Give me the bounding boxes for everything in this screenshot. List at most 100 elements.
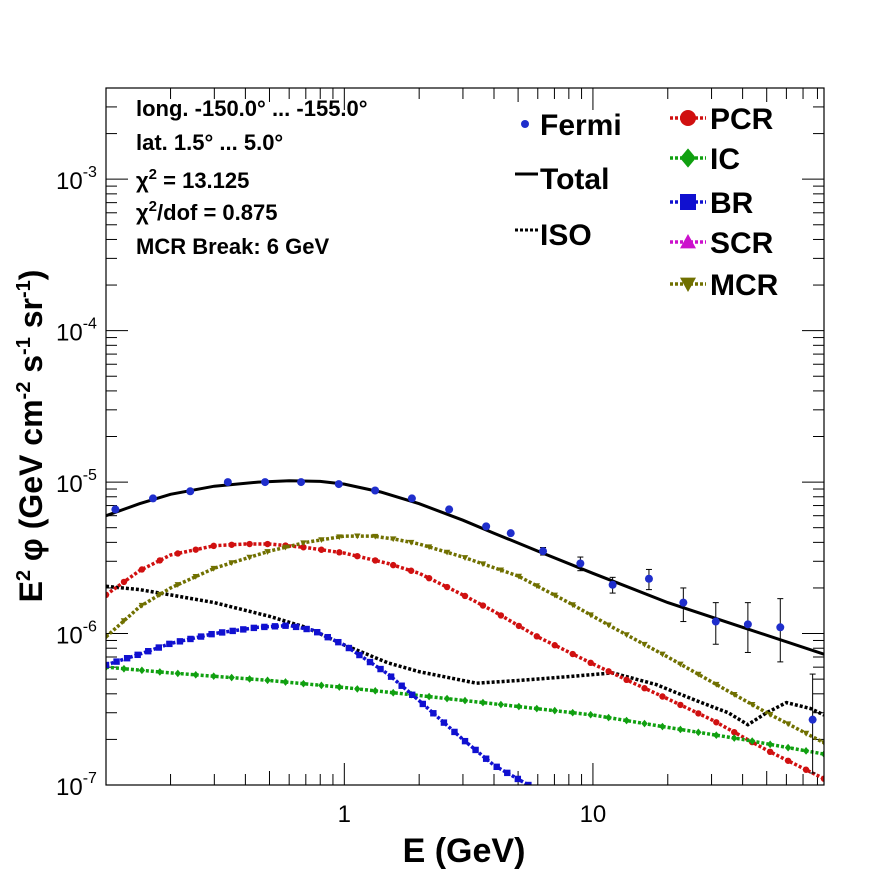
series-marker-ic [354,685,361,693]
series-marker-pcr [138,566,146,573]
series-marker-pcr [605,668,612,675]
series-marker-br [187,635,194,643]
series-marker-ic [210,672,217,681]
legend-label: MCR [710,269,779,302]
series-marker-mcr [336,534,343,541]
series-marker-mcr [407,539,415,546]
series-marker-pcr [443,583,451,591]
series-marker-ic [515,702,523,711]
series-marker-ic [461,696,469,705]
series-pcr [106,540,824,782]
series-marker-pcr [228,541,235,548]
series-marker-br [218,629,226,636]
series-marker-pcr [106,591,110,599]
series-marker-ic [551,706,558,715]
series-marker-ic [533,704,540,713]
series-marker-pcr [407,567,415,574]
plot-frame [105,87,825,786]
series-marker-ic [443,694,451,703]
series-marker-br [377,665,384,673]
info-line: long. -150.0° ... -155.0° [136,96,368,121]
y-tick-label: 10-6 [56,619,97,650]
series-marker-mcr [156,591,164,598]
series-marker-pcr [461,592,469,600]
series-marker-ic [623,716,630,725]
series-line-total [106,479,824,656]
fermi-point [743,620,752,629]
series-mcr [106,533,824,746]
series-marker-pcr [354,552,361,560]
series-marker-pcr [623,676,630,684]
info-text-block: long. -150.0° ... -155.0° lat. 1.5° ... 5… [136,96,368,259]
series-marker-mcr [192,574,199,580]
series-marker-br [387,673,395,680]
series-total [106,479,824,656]
series-marker-br [271,623,279,630]
fermi-point [371,486,380,495]
series-marker-mcr [713,681,720,688]
series-marker-br [303,625,310,633]
series-marker-br [261,623,268,631]
series-marker-mcr [246,554,253,561]
series-marker-mcr [695,671,702,678]
series-marker-mcr [587,612,594,619]
series-marker-ic [336,683,343,691]
fermi-point [445,505,454,514]
legend-label: ISO [540,219,592,252]
legend-marker-fermi [521,120,529,128]
series-marker-br [197,633,205,640]
y-tick-label: 10-3 [56,164,97,195]
series-marker-pcr [264,540,271,548]
series-marker-br [451,728,458,736]
series-marker-ic [479,698,487,707]
series-marker-pcr [515,622,523,630]
series-marker-ic [156,668,164,676]
series-line-br [106,623,530,785]
series-marker-br [134,651,141,659]
fermi-point [808,715,817,724]
series-marker-br [493,763,500,771]
legend-marker-scr [680,234,696,249]
series-marker-br [106,661,110,669]
series-marker-ic [695,728,702,737]
series-marker-pcr [192,546,199,553]
series-marker-mcr [623,632,630,638]
series-marker-pcr [336,549,343,556]
series-marker-mcr [551,592,558,599]
series-marker-ic [372,686,379,695]
series-marker-pcr [713,719,720,726]
y-tick-label: 10-7 [56,770,97,801]
series-marker-pcr [569,650,576,658]
series-marker-pcr [120,578,128,586]
series-marker-ic [641,719,648,728]
series-marker-br [229,627,236,635]
y-tick-label: 10-4 [56,316,97,347]
legend-marker-pcr [680,110,696,126]
series-marker-pcr [677,701,684,709]
series-marker-pcr [695,710,702,717]
series-marker-mcr [228,560,235,567]
fermi-data-points [111,478,817,774]
series-marker-ic [264,676,271,685]
series-marker-mcr [479,561,487,568]
series-marker-br [430,710,437,717]
fermi-point [297,478,306,487]
series-marker-pcr [497,612,505,619]
legend-label: SCR [710,227,774,260]
legend-marker-ic [680,148,696,168]
series-marker-ic [749,737,756,745]
legend-label: IC [710,143,740,176]
legend-item-fermi: Fermi [521,109,622,142]
series-marker-mcr [677,661,684,668]
legend: Fermi Total ISO PCR IC BR SCR MCR [515,103,779,302]
fermi-point [608,580,617,589]
series-marker-pcr [641,685,648,692]
series-marker-br [208,630,215,638]
series-marker-br [398,682,405,689]
series-marker-ic [300,679,307,688]
series-marker-mcr [210,565,217,572]
series-marker-br [472,746,479,754]
fermi-point [111,505,120,514]
series-marker-br [155,644,162,651]
series-marker-mcr [174,582,181,588]
